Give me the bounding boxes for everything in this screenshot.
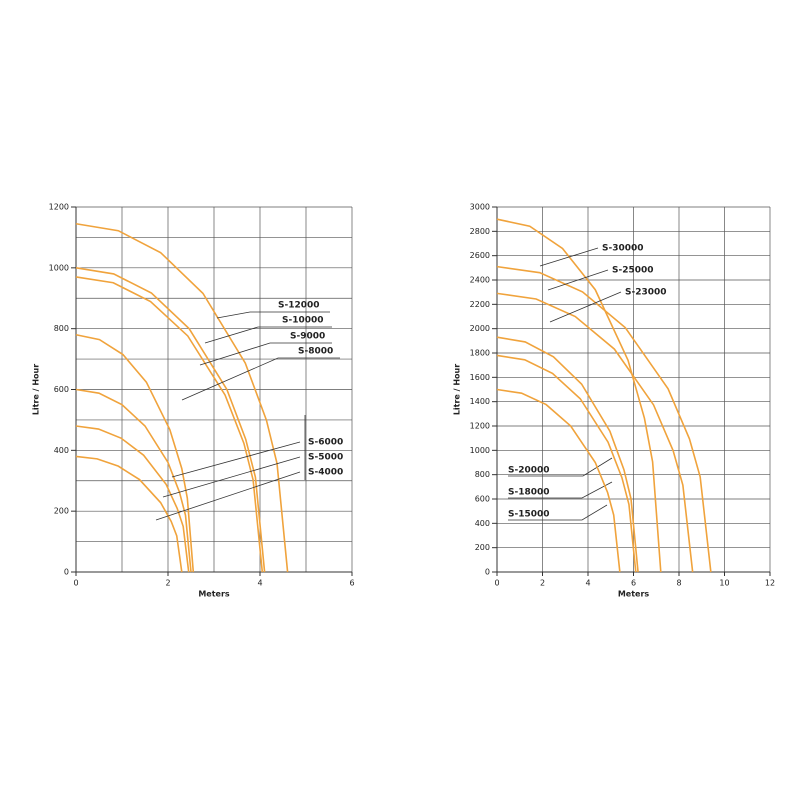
y-tick-label: 1000 (470, 446, 490, 455)
curve (496, 218, 662, 573)
y-tick-label: 2400 (470, 276, 490, 285)
leader-line (171, 441, 301, 478)
leader-line (155, 471, 301, 521)
series-label: S-8000 (298, 347, 333, 357)
y-tick-label: 400 (475, 519, 490, 528)
x-tick-label: 0 (494, 579, 499, 588)
x-tick-label: 10 (719, 579, 729, 588)
series-label: S-20000 (508, 466, 550, 476)
x-tick-label: 0 (73, 579, 78, 588)
y-tick-label: 400 (54, 446, 69, 455)
y-tick-label: 1800 (470, 349, 490, 358)
series-label: S-25000 (612, 266, 654, 276)
y-tick-label: 0 (485, 568, 490, 577)
y-tick-label: 1200 (470, 422, 490, 431)
x-tick-label: 4 (585, 579, 590, 588)
curve (496, 388, 621, 573)
curve (75, 276, 264, 573)
y-axis-title: Litre / Hour (453, 364, 462, 415)
x-tick-label: 2 (165, 579, 170, 588)
y-tick-label: 1600 (470, 373, 490, 382)
y-tick-label: 2200 (470, 300, 490, 309)
series-label: S-5000 (308, 453, 343, 463)
curve (496, 336, 639, 573)
curve (75, 388, 192, 573)
y-tick-label: 800 (54, 324, 69, 333)
x-tick-label: 6 (349, 579, 354, 588)
y-axis-title: Litre / Hour (32, 364, 41, 415)
series-label: S-6000 (308, 438, 343, 448)
y-tick-label: 600 (54, 385, 69, 394)
leader-line (204, 326, 332, 344)
y-tick-label: 800 (475, 470, 490, 479)
x-axis-title: Meters (198, 590, 230, 599)
curve (75, 333, 195, 573)
series-label: S-18000 (508, 488, 550, 498)
series-label: S-9000 (290, 332, 325, 342)
y-tick-label: 1000 (49, 263, 69, 272)
leader-line (549, 291, 622, 323)
curve (75, 425, 190, 573)
series-label: S-23000 (625, 288, 667, 298)
x-axis-title: Meters (618, 590, 650, 599)
x-tick-label: 4 (257, 579, 262, 588)
series-label: S-4000 (308, 468, 343, 478)
y-tick-label: 200 (475, 543, 490, 552)
y-tick-label: 200 (54, 507, 69, 516)
series-label: S-10000 (282, 316, 324, 326)
y-tick-label: 600 (475, 495, 490, 504)
curve (496, 292, 694, 573)
leader-line (199, 342, 332, 366)
leader-line (508, 457, 613, 477)
y-tick-label: 2800 (470, 227, 490, 236)
series-label: S-15000 (508, 510, 550, 520)
curve (496, 265, 712, 573)
series-label: S-30000 (602, 244, 644, 254)
leader-line (539, 247, 599, 267)
series-label: S-12000 (278, 301, 320, 311)
leader-line (508, 504, 608, 521)
curve (496, 354, 637, 573)
leader-line (216, 311, 330, 319)
x-tick-label: 2 (540, 579, 545, 588)
x-tick-label: 12 (765, 579, 775, 588)
y-tick-label: 1400 (470, 397, 490, 406)
curve (75, 222, 289, 573)
leader-line (508, 481, 613, 499)
leader-line (181, 357, 340, 401)
y-tick-label: 2000 (470, 324, 490, 333)
y-tick-label: 1200 (49, 203, 69, 212)
x-tick-label: 6 (631, 579, 636, 588)
y-tick-label: 0 (64, 568, 69, 577)
leader-line (547, 269, 609, 291)
y-tick-label: 3000 (470, 203, 490, 212)
leader-line (162, 456, 301, 498)
x-tick-label: 8 (676, 579, 681, 588)
curve (75, 455, 183, 573)
y-tick-label: 2600 (470, 251, 490, 260)
